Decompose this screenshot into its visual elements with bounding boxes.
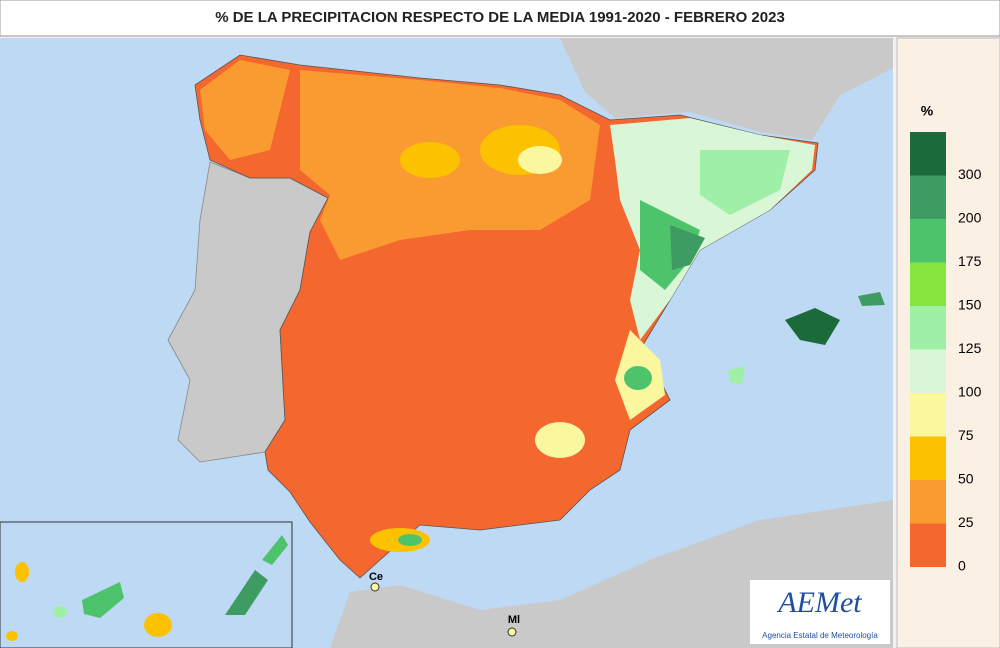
title-bar: [0, 0, 1000, 37]
ibiza: [728, 366, 745, 385]
legend-swatch: [910, 480, 946, 524]
logo: AEMet Agencia Estatal de Meteorología: [750, 580, 890, 644]
legend-tick-label: 50: [958, 471, 974, 487]
menorca: [858, 292, 885, 306]
legend-swatch: [910, 132, 946, 176]
legend-swatch: [910, 523, 946, 567]
island: [82, 582, 124, 618]
legend-tick-label: 25: [958, 514, 974, 530]
island: [53, 606, 67, 618]
island: [6, 631, 18, 641]
legend-swatch: [910, 349, 946, 393]
place-label: Ml: [508, 614, 520, 626]
precip-zone: [640, 200, 700, 290]
logo-box: [750, 580, 890, 644]
island: [262, 535, 288, 565]
place-label: Ce: [369, 571, 383, 583]
legend: % 300 200 175 150 125 100 75 50 25 0: [896, 37, 1000, 648]
legend-swatch: [910, 393, 946, 437]
legend-tick-label: 0: [958, 558, 966, 574]
legend-swatch: [910, 262, 946, 306]
island: [15, 562, 29, 582]
precip-zone: [398, 534, 422, 546]
melilla: [507, 627, 517, 637]
island: [144, 613, 172, 637]
legend-tick-label: 300: [958, 166, 982, 182]
title: % DE LA PRECIPITACION RESPECTO DE LA MED…: [215, 9, 785, 26]
legend-unit: %: [921, 103, 934, 119]
legend-swatch: [910, 175, 946, 219]
mallorca: [785, 308, 840, 345]
precip-zone: [400, 142, 460, 178]
legend-swatch: [910, 306, 946, 350]
precip-zone: [200, 60, 290, 160]
precip-zone: [670, 225, 705, 270]
legend-tick-label: 200: [958, 210, 982, 226]
precip-zone: [518, 146, 562, 174]
island: [225, 570, 268, 615]
canary-inset: [0, 521, 293, 648]
france: [560, 38, 893, 140]
legend-tick-label: 150: [958, 297, 982, 313]
logo-subtitle: Agencia Estatal de Meteorología: [762, 631, 878, 640]
legend-tick-label: 175: [958, 253, 982, 269]
legend-tick-label: 75: [958, 427, 974, 443]
legend-swatch: [910, 219, 946, 263]
logo-name: AEMet: [776, 586, 862, 619]
legend-tick-label: 125: [958, 340, 982, 356]
precip-zone: [535, 422, 585, 458]
map: Ce Ml AEMet Agencia Estatal de Meteorolo…: [0, 38, 893, 648]
ceuta: [370, 582, 380, 592]
precip-zone: [700, 150, 790, 215]
legend-tick-label: 100: [958, 384, 982, 400]
precip-zone: [624, 366, 652, 390]
legend-swatch: [910, 436, 946, 480]
